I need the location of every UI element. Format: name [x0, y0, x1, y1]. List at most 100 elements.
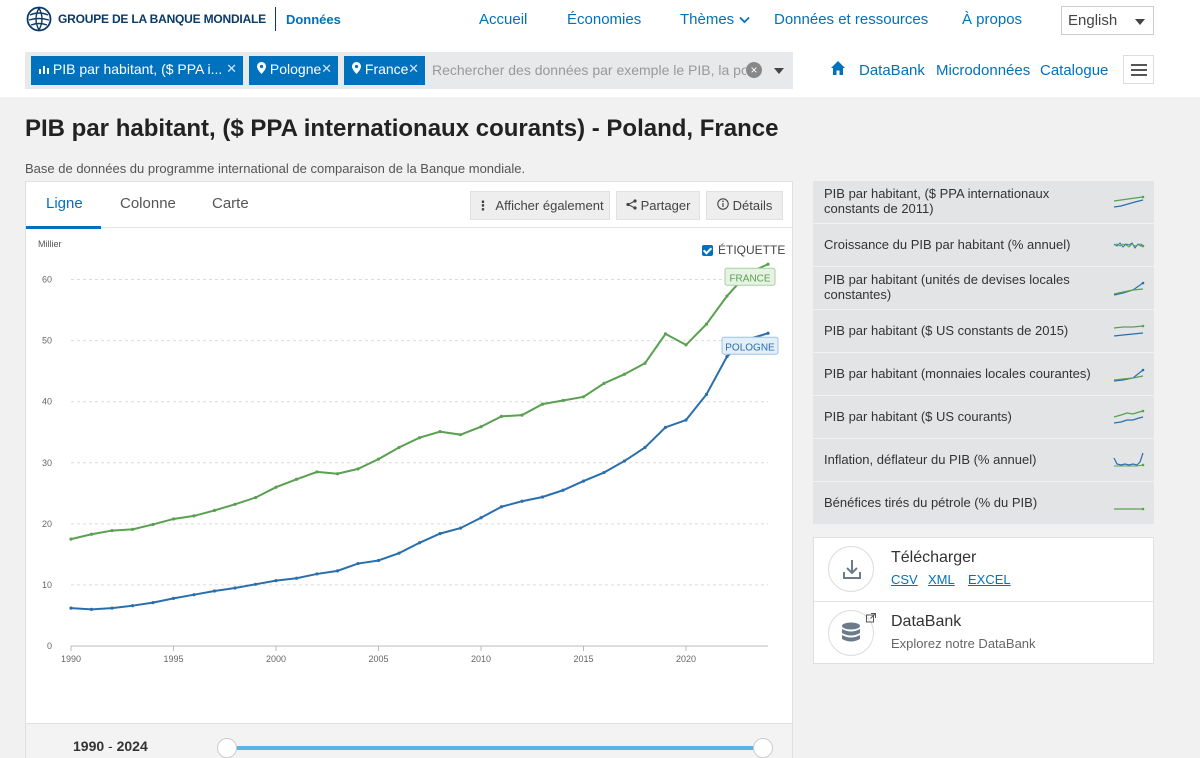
chip-indicator[interactable]: PIB par habitant, ($ PPA i... ✕	[31, 56, 243, 85]
data-point-pologne	[110, 606, 114, 610]
data-point-pologne	[151, 601, 155, 605]
download-csv-link[interactable]: CSV	[891, 572, 918, 587]
indicator-item[interactable]: Bénéfices tirés du pétrole (% du PIB)	[813, 482, 1154, 524]
database-icon-glyph	[842, 622, 860, 642]
share-button[interactable]: Partager	[616, 191, 700, 220]
info-icon	[716, 198, 729, 210]
data-point-pologne	[89, 607, 94, 611]
data-point-pologne	[684, 418, 688, 422]
indicator-item[interactable]: Inflation, déflateur du PIB (% annuel)	[813, 439, 1154, 481]
data-point-france	[253, 495, 258, 500]
indicator-label: PIB par habitant (monnaies locales coura…	[824, 366, 1091, 381]
download-icon[interactable]	[828, 546, 874, 592]
range-end: 2024	[116, 738, 148, 754]
databank-title[interactable]: DataBank	[891, 613, 962, 630]
data-point-france	[171, 517, 176, 521]
language-select[interactable]: English	[1061, 6, 1154, 35]
sparkline-icon	[1113, 195, 1145, 208]
tab-carte[interactable]: Carte	[212, 195, 249, 212]
indicator-label: PIB par habitant, ($ PPA internationaux …	[824, 186, 1050, 216]
nav-a-propos[interactable]: À propos	[962, 11, 1023, 28]
y-tick-label: 20	[42, 519, 52, 529]
indicator-item[interactable]: PIB par habitant (monnaies locales coura…	[813, 353, 1154, 395]
nav-economies[interactable]: Économies	[567, 11, 642, 28]
indicator-item[interactable]: PIB par habitant, ($ PPA internationaux …	[813, 181, 1154, 223]
tab-ligne[interactable]: Ligne	[46, 195, 83, 212]
chip-poland-label: Pologne	[269, 61, 322, 77]
y-tick-label: 10	[42, 580, 52, 590]
chip-poland[interactable]: Pologne ✕	[249, 56, 338, 85]
link-databank[interactable]: DataBank	[859, 62, 925, 79]
indicator-item[interactable]: PIB par habitant ($ US constants de 2015…	[813, 310, 1154, 352]
nav-accueil[interactable]: Accueil	[479, 11, 528, 28]
data-point-pologne	[294, 576, 299, 580]
show-also-button[interactable]: ⋮ Afficher également	[470, 191, 610, 220]
data-point-france	[376, 457, 381, 461]
nav-donnees-ressources[interactable]: Données et ressources	[774, 11, 929, 28]
range-separator: -	[108, 738, 113, 754]
data-point-france	[315, 470, 319, 474]
link-microdonnees[interactable]: Microdonnées	[936, 62, 1031, 79]
indicator-label: Bénéfices tirés du pétrole (% du PIB)	[824, 495, 1038, 510]
indicator-item[interactable]: PIB par habitant ($ US courants)	[813, 396, 1154, 438]
active-tab-indicator	[26, 226, 101, 229]
indicator-label: PIB par habitant (unités de devises loca…	[824, 272, 1070, 302]
line-chart: 0 10 20 30 40 50 60 1990 1995 2000 2005 2010 2015 202…	[42, 262, 779, 664]
data-point-france	[520, 413, 524, 417]
data-point-france	[499, 414, 504, 418]
close-icon[interactable]: ✕	[226, 61, 237, 76]
link-catalogue[interactable]: Catalogue	[1040, 62, 1109, 79]
chart-tabs: Ligne Colonne Carte ⋮ Afficher également …	[26, 182, 792, 229]
data-point-pologne	[540, 495, 545, 499]
world-bank-logo[interactable]: GROUPE DE LA BANQUE MONDIALE Données	[26, 6, 341, 32]
home-icon[interactable]	[830, 60, 846, 76]
x-tick-label: 2010	[471, 654, 491, 664]
search-input[interactable]: Rechercher des données par exemple le PI…	[432, 62, 746, 78]
data-point-france	[438, 430, 442, 434]
download-icon-glyph	[843, 560, 861, 579]
data-point-france	[130, 527, 135, 531]
map-pin-icon	[352, 62, 361, 74]
data-point-france	[110, 528, 114, 533]
search-dropdown-icon[interactable]	[774, 68, 784, 74]
hamburger-menu-icon[interactable]	[1123, 55, 1154, 84]
label-toggle-text: ÉTIQUETTE	[718, 243, 786, 257]
nav-themes[interactable]: Thèmes	[680, 11, 750, 28]
details-button[interactable]: Détails	[706, 191, 783, 220]
range-text: 1990 - 2024	[73, 738, 148, 754]
search-bar[interactable]: PIB par habitant, ($ PPA i... ✕ Pologne …	[25, 52, 793, 89]
data-point-pologne	[376, 558, 381, 563]
data-point-pologne	[171, 596, 176, 600]
clear-icon[interactable]: ×	[746, 62, 762, 78]
close-icon[interactable]: ✕	[408, 61, 419, 76]
range-slider-end-handle[interactable]	[753, 738, 773, 758]
data-point-france	[356, 467, 360, 471]
x-tick-label: 2000	[266, 654, 286, 664]
data-point-pologne	[212, 589, 217, 593]
indicator-label: Inflation, déflateur du PIB (% annuel)	[824, 452, 1037, 467]
range-slider-track[interactable]	[226, 746, 764, 750]
checkbox-checked-icon[interactable]	[702, 244, 713, 256]
data-point-france	[704, 322, 709, 326]
x-tick-label: 2020	[676, 654, 696, 664]
data-point-pologne	[520, 499, 524, 503]
data-point-pologne	[622, 459, 627, 463]
chip-france[interactable]: France ✕	[344, 56, 425, 85]
tab-colonne[interactable]: Colonne	[120, 195, 176, 212]
logo-subtitle[interactable]: Données	[285, 11, 341, 27]
indicator-item[interactable]: Croissance du PIB par habitant (% annuel…	[813, 224, 1154, 266]
data-point-pologne	[458, 526, 463, 530]
details-label: Détails	[732, 198, 773, 213]
data-point-france	[684, 343, 688, 347]
close-icon[interactable]: ✕	[321, 61, 332, 76]
indicator-item[interactable]: PIB par habitant (unités de devises loca…	[813, 267, 1154, 309]
data-point-pologne	[253, 582, 258, 586]
range-slider-start-handle[interactable]	[217, 738, 237, 758]
download-xml-link[interactable]: XML	[928, 572, 955, 587]
x-tick-label: 2015	[573, 654, 593, 664]
label-toggle[interactable]: ÉTIQUETTE	[702, 243, 785, 257]
y-tick-label: 30	[42, 458, 52, 468]
download-excel-link[interactable]: EXCEL	[968, 572, 1011, 587]
download-panel: Télécharger CSV XML EXCEL DataBank Explo…	[813, 537, 1154, 664]
data-point-france	[397, 445, 401, 450]
